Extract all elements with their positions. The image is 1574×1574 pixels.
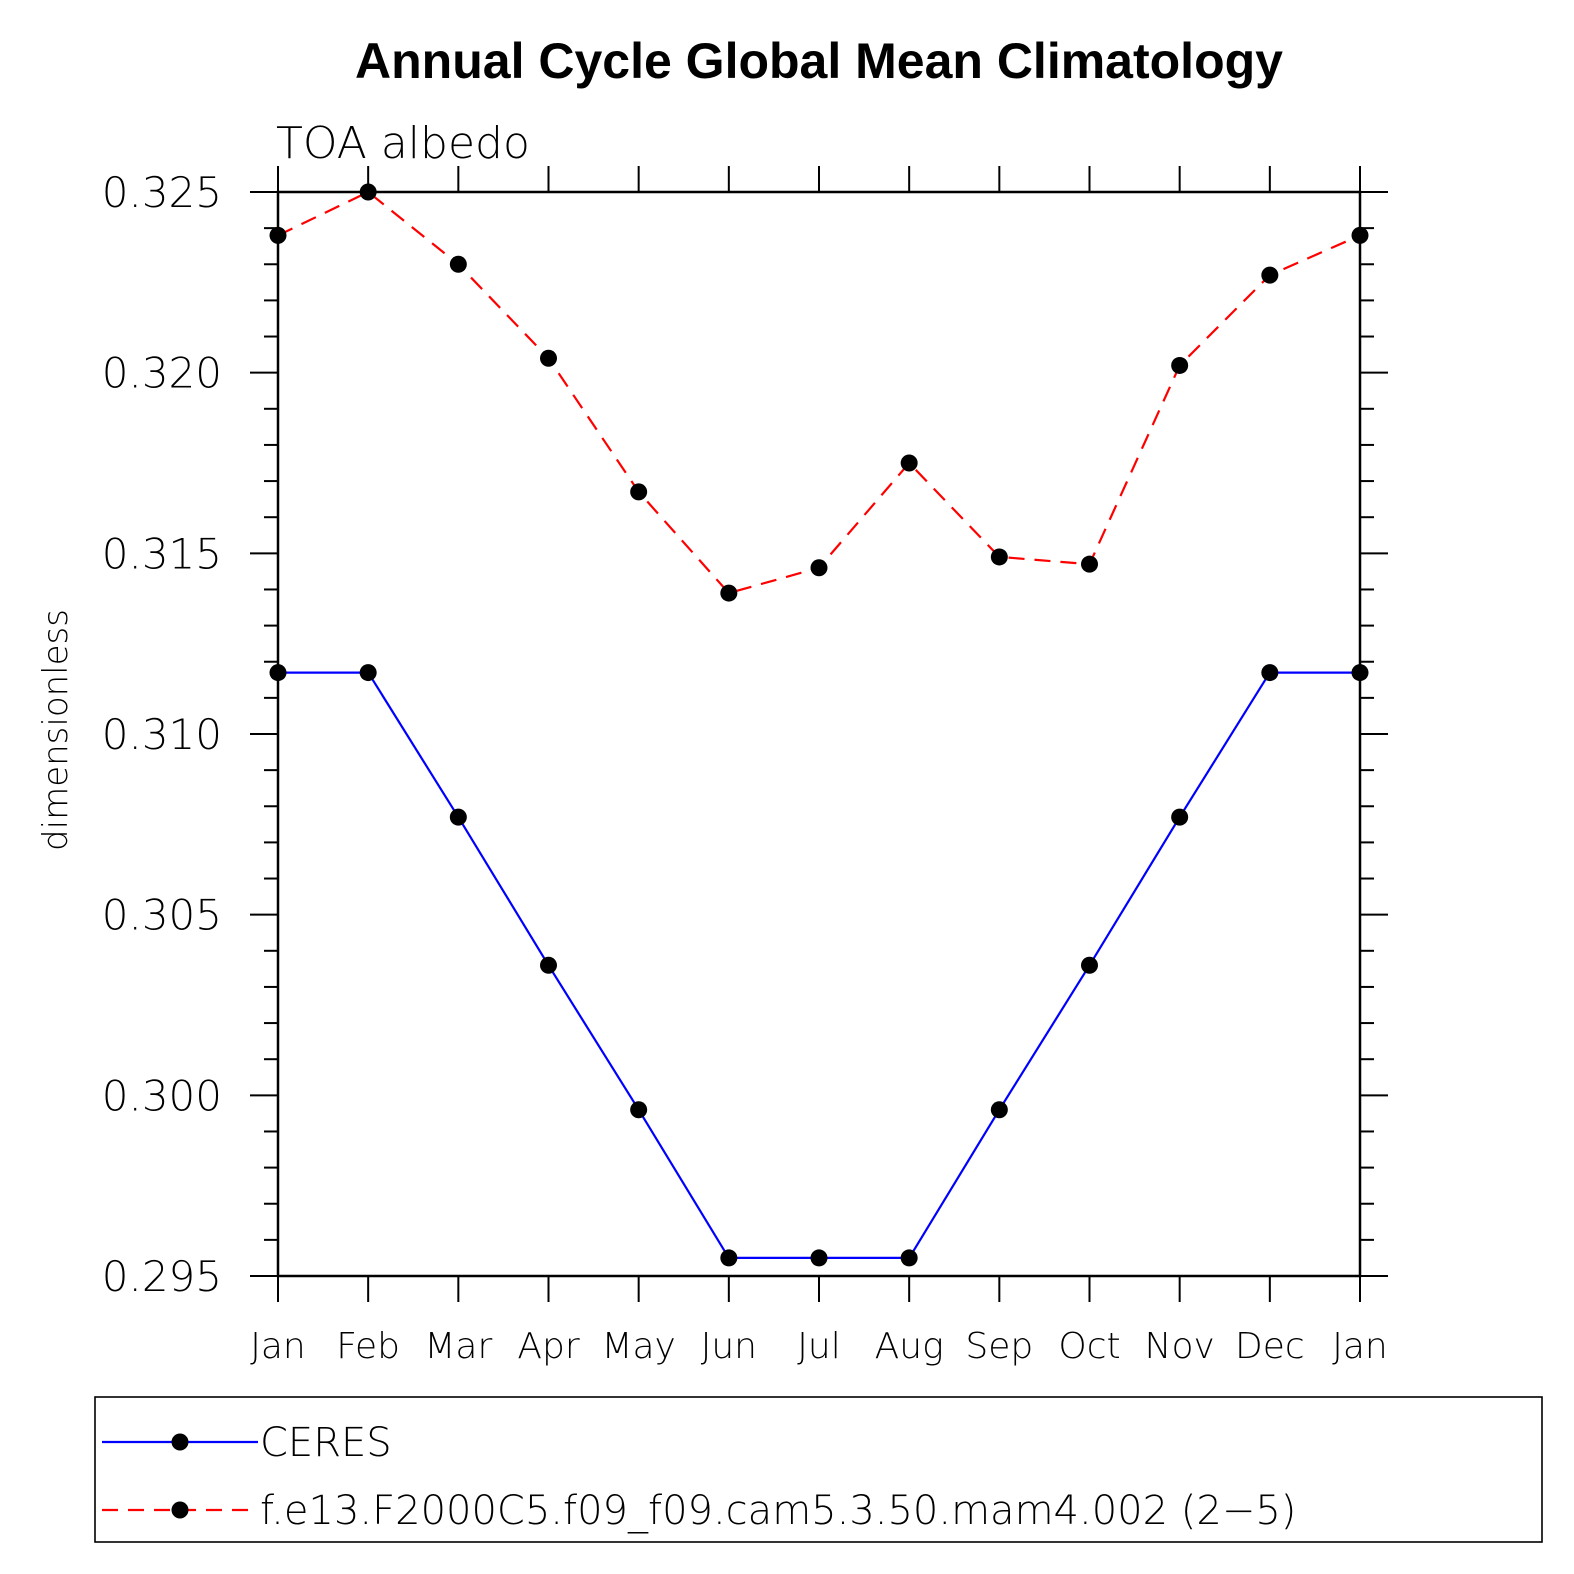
series-layer (269, 183, 1369, 1267)
legend-label: f.e13.F2000C5.f09_f09.cam5.3.50.mam4.002… (260, 1488, 1296, 1534)
data-point (359, 664, 377, 682)
y-axis-label: dimensionless (36, 609, 76, 851)
data-point (720, 584, 738, 602)
legend: CERES f.e13.F2000C5.f09_f09.cam5.3.50.mam… (94, 1396, 1543, 1543)
data-point (1081, 956, 1098, 974)
x-tick-label: Mar (424, 1326, 492, 1367)
data-point (1261, 266, 1279, 284)
x-tick-label: Dec (1235, 1326, 1305, 1367)
data-point (720, 1249, 738, 1267)
data-point (810, 1249, 828, 1267)
series-line (278, 671, 1360, 1260)
y-tick-label: 0.320 (102, 349, 222, 398)
plot-frame (276, 190, 1362, 1278)
axes: 0.295 0.300 0.305 0.310 0.315 0.320 0.325 Jan Fe… (102, 166, 1388, 1367)
legend-box (94, 1396, 1543, 1543)
y-tick-label: 0.315 (102, 529, 222, 578)
legend-entry-1: f.e13.F2000C5.f09_f09.cam5.3.50.mam4.002… (102, 1488, 1296, 1534)
data-point (269, 664, 287, 682)
y-tick-label: 0.300 (102, 1071, 222, 1120)
data-point (1171, 356, 1189, 374)
x-tick-label: Jan (250, 1326, 306, 1367)
data-point (449, 808, 467, 826)
x-tick-label: Sep (965, 1326, 1033, 1367)
legend-marker (171, 1433, 189, 1451)
y-tick-label: 0.325 (102, 168, 222, 217)
y-tick-label: 0.310 (102, 710, 222, 759)
data-point (900, 1249, 918, 1267)
data-point (990, 1101, 1008, 1119)
chart-subtitle: TOA albedo (276, 118, 530, 169)
x-tick-label: Jan (1332, 1326, 1388, 1367)
data-point (540, 956, 557, 974)
chart-title: Annual Cycle Global Mean Climatology (355, 33, 1283, 89)
data-point (630, 1101, 648, 1119)
data-point (540, 349, 557, 367)
y-tick-label: 0.295 (102, 1252, 222, 1301)
x-tick-label: Feb (336, 1326, 400, 1367)
data-point (1171, 808, 1189, 826)
x-tick-label: Oct (1058, 1326, 1120, 1367)
data-point (359, 183, 377, 201)
series-0 (269, 664, 1369, 1267)
y-tick-label: 0.305 (102, 891, 222, 940)
data-point (630, 483, 648, 501)
x-tick-label: Nov (1145, 1326, 1215, 1367)
data-point (1081, 555, 1098, 573)
x-tick-label: Jun (701, 1326, 757, 1367)
x-tick-label: Apr (517, 1326, 579, 1367)
data-point (900, 454, 918, 472)
x-tick-label: Aug (875, 1326, 944, 1367)
legend-label: CERES (260, 1420, 392, 1466)
data-point (269, 226, 287, 244)
data-point (990, 548, 1008, 566)
x-tick-label: May (601, 1326, 675, 1367)
series-1 (269, 183, 1369, 602)
data-point (1351, 226, 1369, 244)
series-line (277, 190, 1361, 595)
x-tick-label: Jul (797, 1326, 840, 1367)
data-point (1261, 664, 1279, 682)
legend-marker (171, 1501, 189, 1519)
data-point (1351, 664, 1369, 682)
data-point (810, 559, 828, 577)
legend-entry-0: CERES (102, 1420, 392, 1466)
data-point (449, 255, 467, 273)
